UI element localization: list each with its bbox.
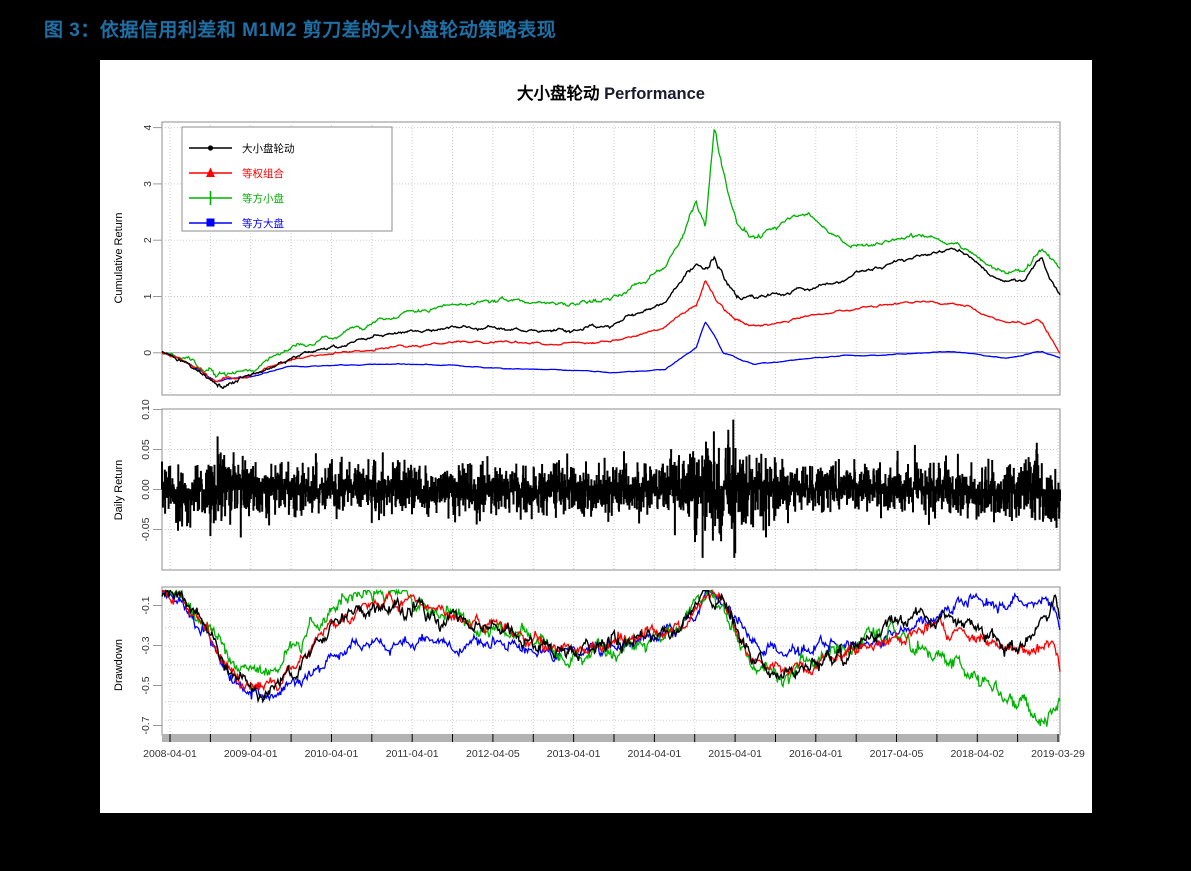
svg-text:-0.7: -0.7 <box>140 716 152 734</box>
svg-text:Daily Return: Daily Return <box>113 460 125 521</box>
svg-text:2012-04-05: 2012-04-05 <box>466 748 520 760</box>
svg-text:大小盘轮动: 大小盘轮动 <box>242 142 295 155</box>
svg-text:-0.5: -0.5 <box>140 676 152 694</box>
svg-text:0.10: 0.10 <box>140 399 152 420</box>
svg-text:2015-04-01: 2015-04-01 <box>708 748 762 760</box>
svg-text:等方大盘: 等方大盘 <box>242 217 284 230</box>
svg-text:-0.3: -0.3 <box>140 636 152 654</box>
svg-text:2018-04-02: 2018-04-02 <box>950 748 1004 760</box>
svg-text:2011-04-01: 2011-04-01 <box>386 748 439 760</box>
svg-text:2009-04-01: 2009-04-01 <box>224 748 278 760</box>
svg-text:0.05: 0.05 <box>140 439 152 460</box>
svg-text:2016-04-01: 2016-04-01 <box>789 748 843 760</box>
svg-text:2014-04-01: 2014-04-01 <box>628 748 682 760</box>
svg-text:0.00: 0.00 <box>140 479 152 500</box>
svg-text:-0.1: -0.1 <box>140 596 152 614</box>
svg-text:等权组合: 等权组合 <box>242 167 284 180</box>
svg-text:3: 3 <box>142 181 154 187</box>
svg-text:等方小盘: 等方小盘 <box>242 192 284 205</box>
svg-text:2017-04-05: 2017-04-05 <box>870 748 924 760</box>
svg-text:Cumulative Return: Cumulative Return <box>113 212 125 303</box>
svg-text:2019-03-29: 2019-03-29 <box>1031 748 1085 760</box>
svg-text:4: 4 <box>142 125 154 131</box>
svg-text:2010-04-01: 2010-04-01 <box>305 748 359 760</box>
svg-text:2013-04-01: 2013-04-01 <box>547 748 601 760</box>
svg-text:-0.05: -0.05 <box>140 517 152 541</box>
svg-text:2008-04-01: 2008-04-01 <box>143 748 197 760</box>
svg-text:2: 2 <box>142 237 154 243</box>
svg-text:1: 1 <box>142 293 154 299</box>
svg-text:大小盘轮动 Performance: 大小盘轮动 Performance <box>517 83 705 103</box>
svg-text:Drawdown: Drawdown <box>113 639 125 691</box>
svg-text:0: 0 <box>142 350 154 356</box>
